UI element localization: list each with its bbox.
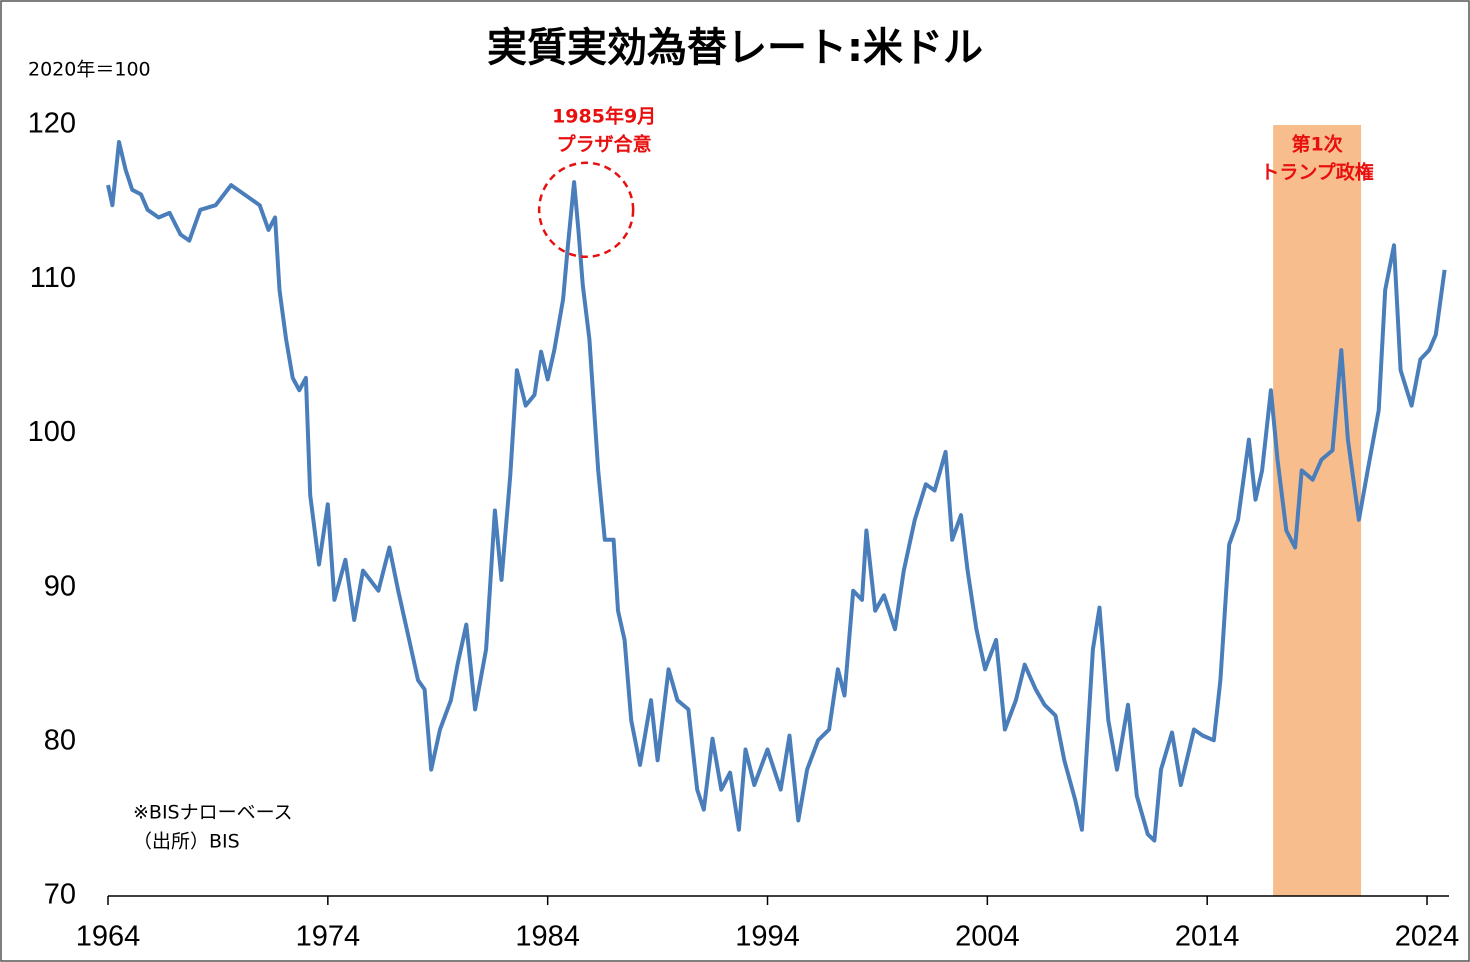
y-tick-label: 110 [30,262,76,294]
y-tick-label: 70 [44,879,76,911]
x-tick-label: 1974 [296,921,361,953]
data-line [106,140,1447,843]
x-tick-label: 1984 [515,921,580,953]
annotation-label: プラザ合意 [557,133,652,156]
x-tick-label: 2024 [1395,921,1460,953]
x-tick-label: 1994 [735,921,800,953]
y-tick-label: 80 [44,724,76,756]
y-tick-label: 90 [44,570,76,602]
shade-band [1273,125,1362,896]
y-tick-label: 120 [28,108,76,140]
x-tick-label: 2004 [955,921,1020,953]
x-tick-label: 1964 [76,921,141,953]
shade-label: トランプ政権 [1260,161,1373,184]
annotation-label: 1985年9月 [552,105,656,128]
note: ※BISナローベース [133,802,293,824]
y-axis-label: 2020年＝100 [28,59,151,81]
note: （出所）BIS [133,831,240,853]
chart-title: 実質実効為替レート:米ドル [487,25,983,71]
x-tick-label: 2014 [1175,921,1240,953]
annotation-circle [537,161,635,259]
shade-label: 第1次 [1291,133,1342,156]
y-tick-label: 100 [28,416,76,448]
